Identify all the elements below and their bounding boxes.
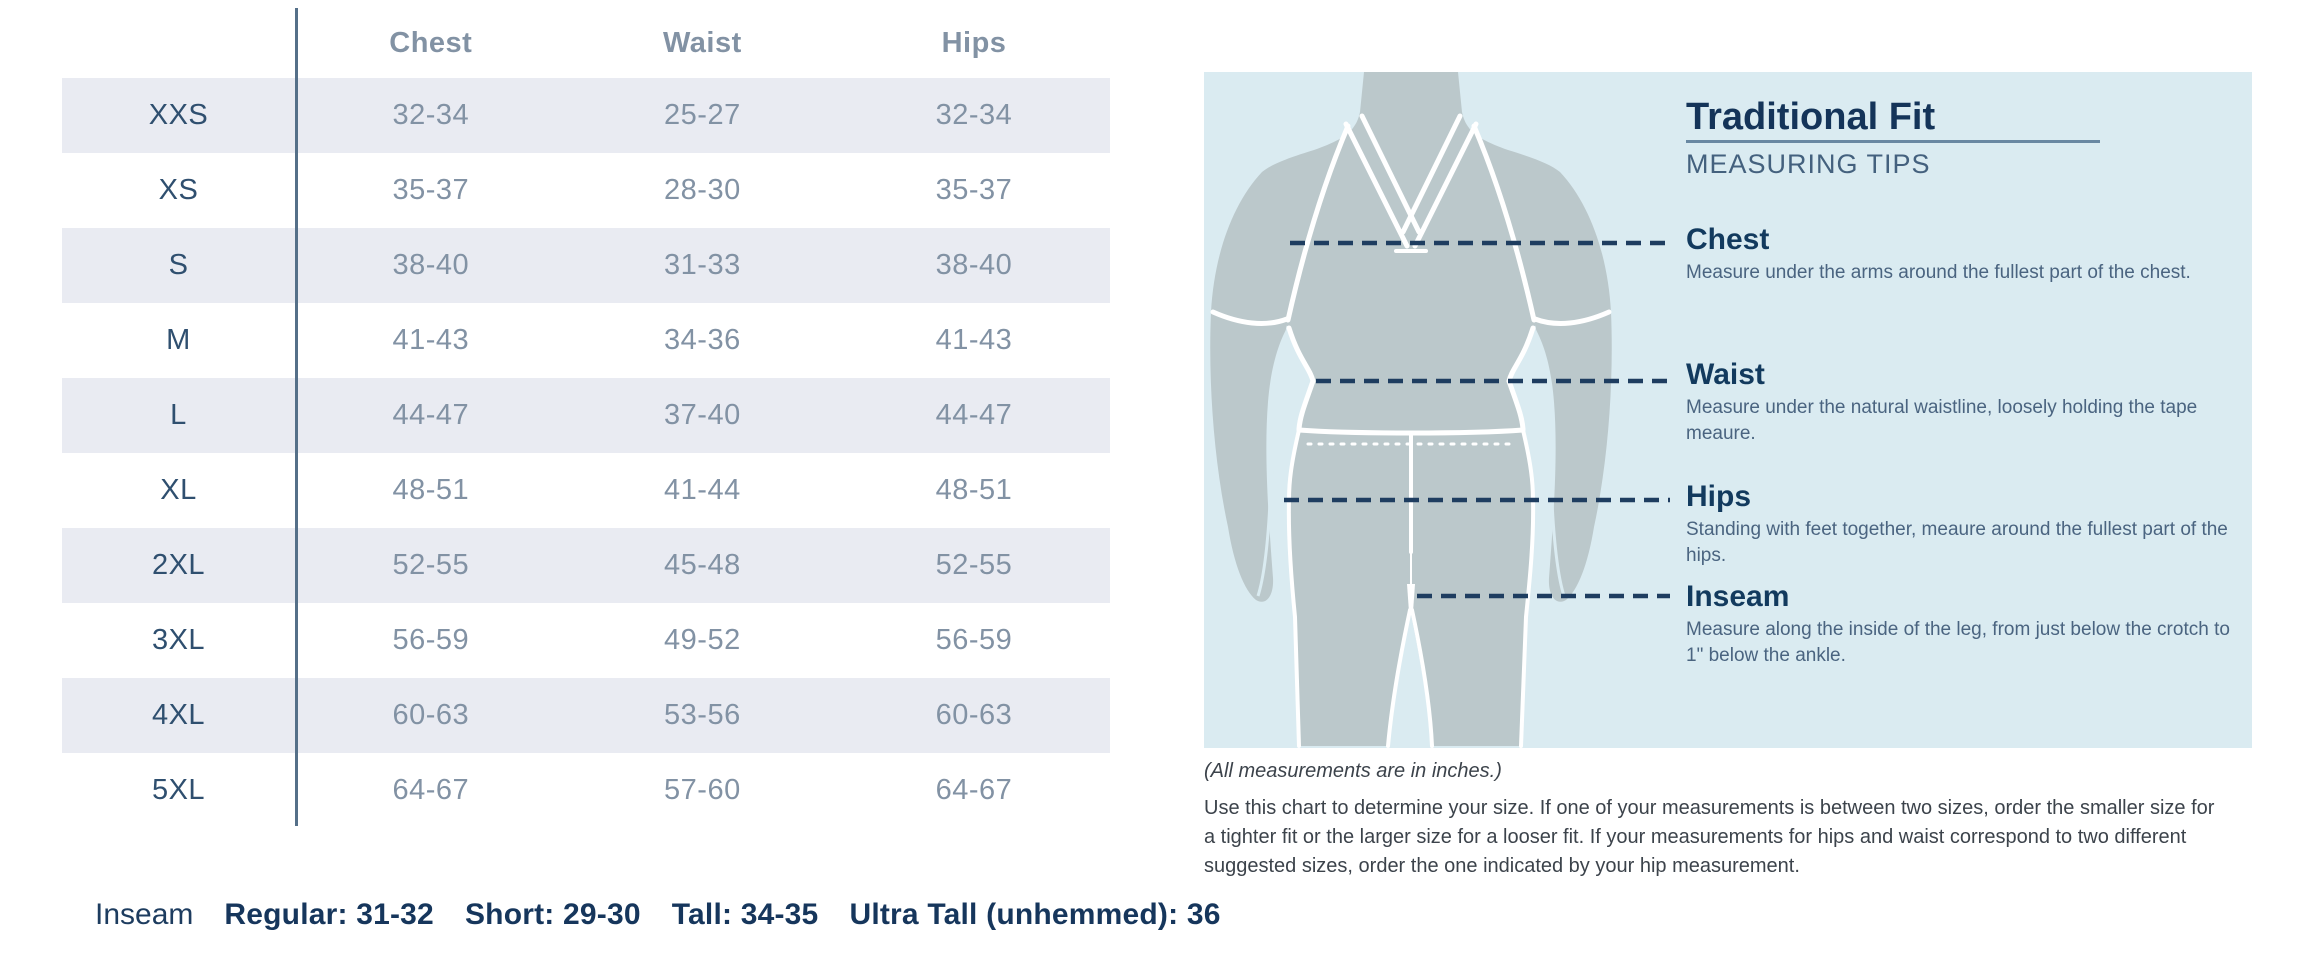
column-header-chest: Chest (389, 26, 473, 59)
inseam-option-tall: Tall: 34-35 (671, 898, 819, 931)
hips-value: 44-47 (935, 399, 1013, 431)
size-label: 5XL (151, 774, 206, 806)
panel-title: Traditional Fit (1686, 96, 1936, 138)
chest-value: 32-34 (392, 99, 470, 131)
waist-value: 31-33 (664, 249, 741, 281)
table-row: 5XL 64-67 57-60 64-67 (62, 753, 1110, 828)
inseam-option-regular: Regular: 31-32 (224, 898, 434, 931)
size-label: XS (158, 174, 199, 206)
waist-value: 28-30 (664, 174, 741, 206)
size-label: 4XL (151, 699, 206, 731)
hips-value: 60-63 (935, 699, 1013, 731)
size-label: S (168, 249, 189, 281)
table-row: M 41-43 34-36 41-43 (62, 303, 1110, 378)
waist-value: 34-36 (664, 324, 741, 356)
tip-waist-label: Waist (1686, 358, 1765, 391)
hips-value: 64-67 (935, 774, 1013, 806)
sizing-instructions: Use this chart to determine your size. I… (1204, 797, 2215, 877)
measuring-tips-panel: Traditional Fit MEASURING TIPS Chest Mea… (1204, 72, 2252, 748)
inseam-note-label: Inseam (95, 898, 194, 931)
tip-hips-description: Standing with feet together, meaure arou… (1686, 519, 2228, 566)
size-label: XL (160, 474, 197, 506)
table-row: XXS 32-34 25-27 32-34 (62, 78, 1110, 153)
hips-value: 48-51 (935, 474, 1013, 506)
chest-value: 52-55 (392, 549, 470, 581)
size-table: Chest Waist Hips XXS 32-34 25-27 32-34 XS 35-… (62, 8, 1110, 828)
table-row: XL 48-51 41-44 48-51 (62, 453, 1110, 528)
scrub-top-outline (1210, 113, 1612, 432)
table-vertical-divider (295, 8, 298, 826)
chest-value: 56-59 (392, 624, 470, 656)
scrub-figure-illustration (1210, 72, 1670, 748)
size-label: XXS (148, 99, 209, 131)
waist-value: 53-56 (664, 699, 741, 731)
tip-hips: Hips Standing with feet together, meaure… (1686, 479, 2241, 569)
chest-value: 64-67 (392, 774, 470, 806)
tip-chest: Chest Measure under the arms around the … (1686, 222, 2241, 286)
table-row: 2XL 52-55 45-48 52-55 (62, 528, 1110, 603)
chest-value: 48-51 (392, 474, 470, 506)
chest-value: 38-40 (392, 249, 470, 281)
panel-subtitle: MEASURING TIPS (1686, 149, 1931, 179)
tip-hips-label: Hips (1686, 480, 1752, 513)
chest-value: 35-37 (392, 174, 470, 206)
size-label: 2XL (151, 549, 206, 581)
hips-value: 32-34 (935, 99, 1013, 131)
chest-value: 41-43 (392, 324, 470, 356)
size-table-rows: XXS 32-34 25-27 32-34 XS 35-37 28-30 35-37 S 38-4… (62, 78, 1110, 828)
inseam-note: Inseam Regular: 31-32 Short: 29-30 Tall:… (95, 898, 1221, 932)
table-row: 4XL 60-63 53-56 60-63 (62, 678, 1110, 753)
measurements-footnote: (All measurements are in inches.) (1204, 760, 1502, 782)
size-label: M (166, 324, 191, 356)
waist-value: 57-60 (664, 774, 741, 806)
hips-value: 38-40 (935, 249, 1013, 281)
title-underline (1686, 140, 2100, 143)
size-table-header: Chest Waist Hips (62, 8, 1110, 78)
table-row: S 38-40 31-33 38-40 (62, 228, 1110, 303)
mannequin-body (1210, 72, 1612, 746)
column-header-hips: Hips (941, 26, 1007, 59)
waist-value: 25-27 (664, 99, 741, 131)
inseam-option-short: Short: 29-30 (464, 898, 641, 931)
table-row: L 44-47 37-40 44-47 (62, 378, 1110, 453)
tip-inseam-label: Inseam (1686, 580, 1790, 613)
tip-chest-label: Chest (1686, 223, 1770, 256)
size-label: 3XL (151, 624, 206, 656)
tip-inseam-description: Measure along the inside of the leg, fro… (1686, 619, 2230, 666)
inseam-option-ultra-tall: Ultra Tall (unhemmed): 36 (849, 898, 1221, 931)
arm-separation-seams (1256, 325, 1566, 597)
hips-value: 52-55 (935, 549, 1013, 581)
hips-value: 35-37 (935, 174, 1013, 206)
tip-inseam: Inseam Measure along the inside of the l… (1686, 579, 2241, 669)
hips-value: 41-43 (935, 324, 1013, 356)
crotch-seam-mark (1407, 584, 1415, 612)
waist-value: 45-48 (664, 549, 741, 581)
chest-value: 60-63 (392, 699, 470, 731)
hips-value: 56-59 (935, 624, 1013, 656)
tip-chest-description: Measure under the arms around the fulles… (1686, 262, 2191, 283)
table-row: 3XL 56-59 49-52 56-59 (62, 603, 1110, 678)
tip-waist-description: Measure under the natural waistline, loo… (1686, 397, 2198, 444)
waist-value: 41-44 (664, 474, 741, 506)
waist-value: 37-40 (664, 399, 741, 431)
tip-waist: Waist Measure under the natural waistlin… (1686, 357, 2241, 447)
waist-value: 49-52 (664, 624, 741, 656)
size-label: L (170, 399, 187, 431)
column-header-waist: Waist (663, 26, 742, 59)
table-row: XS 35-37 28-30 35-37 (62, 153, 1110, 228)
chest-value: 44-47 (392, 399, 470, 431)
